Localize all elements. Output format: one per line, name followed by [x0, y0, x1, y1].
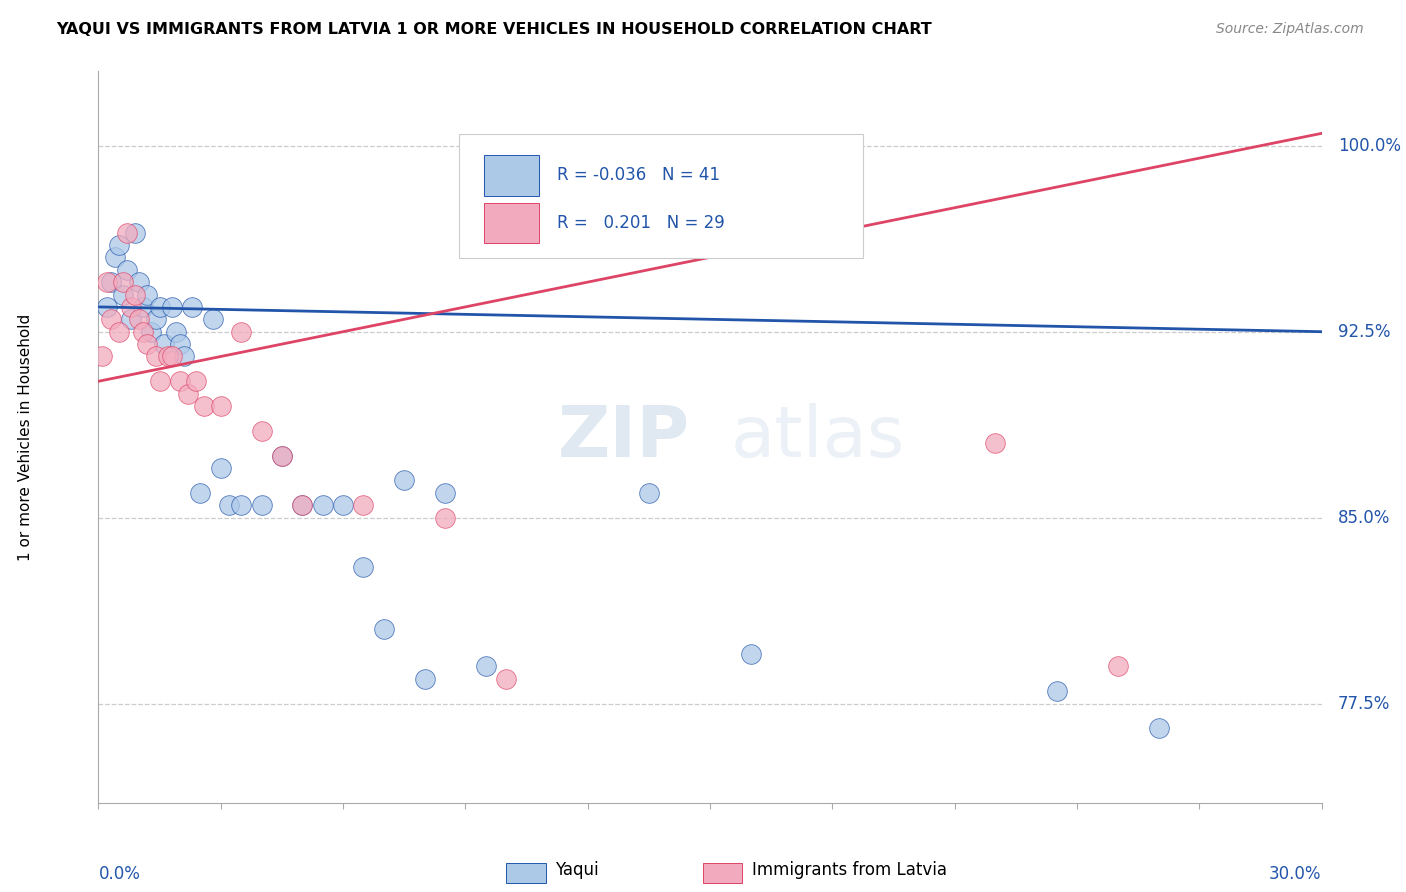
Point	[169, 337, 191, 351]
Point	[536, 226, 558, 240]
Text: YAQUI VS IMMIGRANTS FROM LATVIA 1 OR MORE VEHICLES IN HOUSEHOLD CORRELATION CHAR: YAQUI VS IMMIGRANTS FROM LATVIA 1 OR MOR…	[56, 22, 932, 37]
Point	[209, 399, 232, 413]
Point	[181, 300, 204, 314]
Point	[413, 672, 436, 686]
Point	[373, 622, 395, 636]
Text: 0.0%: 0.0%	[98, 864, 141, 883]
Point	[120, 300, 142, 314]
Text: ZIP: ZIP	[557, 402, 690, 472]
Point	[231, 325, 253, 339]
Point	[218, 498, 240, 512]
Point	[160, 300, 183, 314]
Point	[332, 498, 354, 512]
Point	[637, 486, 661, 500]
Point	[91, 350, 114, 364]
Point	[160, 350, 183, 364]
Point	[1147, 722, 1170, 736]
Point	[188, 486, 212, 500]
Point	[115, 226, 138, 240]
Point	[1107, 659, 1129, 673]
Point	[108, 325, 131, 339]
Point	[145, 312, 167, 326]
Point	[136, 287, 159, 301]
Point	[209, 461, 232, 475]
Text: Yaqui: Yaqui	[555, 861, 599, 879]
Text: 30.0%: 30.0%	[1270, 864, 1322, 883]
Text: Immigrants from Latvia: Immigrants from Latvia	[752, 861, 948, 879]
Point	[115, 262, 138, 277]
Point	[149, 374, 172, 388]
Point	[120, 312, 142, 326]
Point	[474, 659, 498, 673]
Point	[124, 287, 146, 301]
Text: R = -0.036   N = 41: R = -0.036 N = 41	[557, 166, 720, 185]
Point	[177, 386, 200, 401]
Point	[392, 474, 416, 488]
Point	[111, 275, 134, 289]
Point	[96, 275, 118, 289]
Point	[433, 510, 456, 524]
Point	[291, 498, 314, 512]
Point	[165, 325, 187, 339]
Point	[104, 250, 127, 264]
Text: Source: ZipAtlas.com: Source: ZipAtlas.com	[1216, 22, 1364, 37]
Point	[128, 275, 150, 289]
Text: R =   0.201   N = 29: R = 0.201 N = 29	[557, 214, 725, 232]
Point	[149, 300, 172, 314]
Point	[111, 287, 134, 301]
FancyBboxPatch shape	[484, 203, 538, 244]
Point	[193, 399, 215, 413]
Point	[495, 672, 517, 686]
FancyBboxPatch shape	[484, 155, 538, 195]
Point	[312, 498, 335, 512]
Point	[100, 312, 122, 326]
Point	[124, 226, 146, 240]
Point	[169, 374, 191, 388]
Text: 1 or more Vehicles in Household: 1 or more Vehicles in Household	[17, 313, 32, 561]
Point	[740, 647, 762, 661]
Text: 85.0%: 85.0%	[1339, 508, 1391, 526]
Point	[201, 312, 224, 326]
Point	[433, 486, 456, 500]
Point	[352, 498, 374, 512]
Text: 100.0%: 100.0%	[1339, 136, 1400, 154]
Point	[145, 350, 167, 364]
Point	[1045, 684, 1069, 698]
Point	[108, 238, 131, 252]
Point	[128, 312, 150, 326]
Point	[136, 337, 159, 351]
Point	[291, 498, 314, 512]
Point	[270, 449, 294, 463]
Point	[352, 560, 374, 574]
Point	[96, 300, 118, 314]
Point	[250, 424, 273, 438]
Point	[132, 300, 155, 314]
Text: 92.5%: 92.5%	[1339, 323, 1391, 341]
Point	[100, 275, 122, 289]
Point	[250, 498, 273, 512]
Point	[152, 337, 174, 351]
Point	[173, 350, 195, 364]
Point	[984, 436, 1007, 450]
Point	[141, 325, 163, 339]
Text: 77.5%: 77.5%	[1339, 695, 1391, 713]
Point	[186, 374, 208, 388]
Point	[270, 449, 294, 463]
FancyBboxPatch shape	[460, 134, 863, 258]
Text: atlas: atlas	[731, 402, 905, 472]
Point	[132, 325, 155, 339]
Point	[156, 350, 179, 364]
Point	[231, 498, 253, 512]
